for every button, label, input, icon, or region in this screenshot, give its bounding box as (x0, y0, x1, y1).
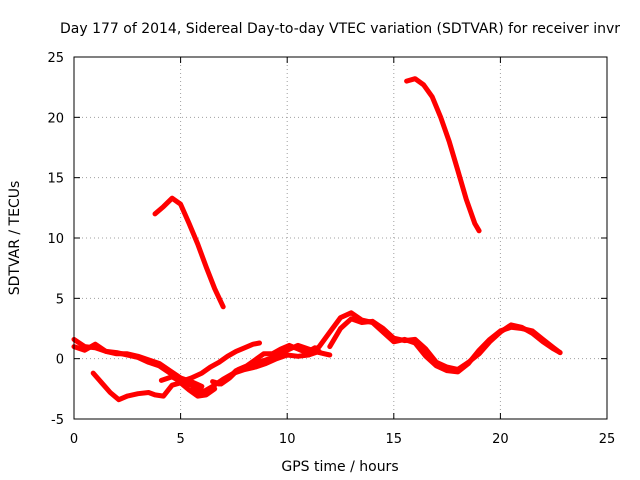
x-tick-label: 5 (176, 432, 184, 447)
series-arc-8 (210, 342, 318, 387)
series-arc-5 (158, 340, 262, 385)
y-tick-label: 0 (56, 353, 64, 368)
x-tick-label: 25 (599, 432, 616, 447)
y-tick-label: 10 (47, 232, 64, 247)
x-tick-label: 10 (279, 432, 296, 447)
x-axis-label: GPS time / hours (281, 459, 398, 475)
grid-lines (74, 57, 607, 419)
series-arc-10 (327, 316, 563, 372)
y-tick-label: 20 (47, 111, 64, 126)
series-arc-11 (404, 76, 482, 234)
series-arc-6 (188, 348, 322, 395)
series-arc-3 (90, 370, 218, 403)
axis-ticks: 0 5 10 15 20 25 -5 0 5 10 15 20 25 (47, 51, 615, 447)
y-tick-label: 5 (56, 292, 64, 307)
y-tick-label: -5 (51, 413, 64, 428)
x-tick-label: 20 (492, 432, 509, 447)
series-arc-4 (152, 195, 226, 310)
y-axis-label: SDTVAR / TECUs (7, 181, 23, 296)
series-layer (71, 76, 563, 403)
x-tick-label: 15 (386, 432, 403, 447)
chart-title: Day 177 of 2014, Sidereal Day-to-day VTE… (60, 21, 620, 37)
x-tick-label: 0 (70, 432, 78, 447)
y-tick-label: 15 (47, 172, 64, 187)
y-tick-label: 25 (47, 51, 64, 66)
